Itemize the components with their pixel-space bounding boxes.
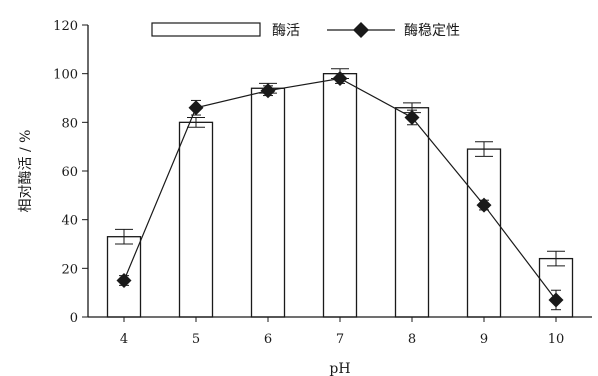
bar-7 (322, 73, 358, 318)
stability-point-5 (188, 100, 204, 116)
y-tick-label: 0 (70, 311, 78, 326)
bar-8 (394, 107, 430, 318)
x-tick-label: 4 (120, 332, 128, 347)
bar-error-10 (547, 250, 565, 267)
x-tick-label: 9 (480, 332, 488, 347)
x-tick-label: 6 (264, 332, 272, 347)
bar-6 (250, 87, 286, 318)
legend-diamond-icon (353, 22, 369, 38)
stability-point-7 (332, 71, 348, 87)
stability-point-6 (260, 83, 276, 99)
y-tick-label: 60 (61, 165, 78, 180)
legend-bar-label: 酶活 (272, 23, 300, 39)
bar-error-9 (475, 141, 493, 157)
axes: 0 20 40 60 80 100 120 4 5 6 7 8 9 10 pH 相对酶活 / % (18, 19, 592, 376)
x-tick-label: 5 (192, 332, 200, 347)
bar-5 (178, 121, 214, 318)
legend-bar-swatch (151, 22, 261, 37)
bar-9 (466, 148, 502, 318)
bar-error-4 (115, 228, 133, 245)
y-tick-label: 120 (53, 19, 78, 34)
x-tick-label: 8 (408, 332, 416, 347)
x-tick-label: 10 (548, 332, 565, 347)
stability-point-4 (116, 273, 132, 288)
y-tick-label: 40 (61, 214, 78, 229)
x-axis-title: pH (329, 361, 350, 376)
y-tick-label: 20 (61, 262, 78, 277)
y-tick-label: 100 (53, 68, 78, 83)
stability-point-9 (476, 197, 492, 213)
legend-line-label: 酶稳定性 (404, 23, 460, 39)
y-tick-label: 80 (61, 116, 78, 131)
stability-point-10 (548, 292, 564, 308)
legend: 酶活 酶稳定性 (151, 22, 460, 39)
y-axis-title: 相对酶活 / % (18, 130, 34, 213)
plot-area (106, 68, 574, 318)
bar-error-5 (187, 116, 205, 128)
stability-point-8 (404, 109, 420, 125)
x-tick-label: 7 (336, 332, 344, 347)
